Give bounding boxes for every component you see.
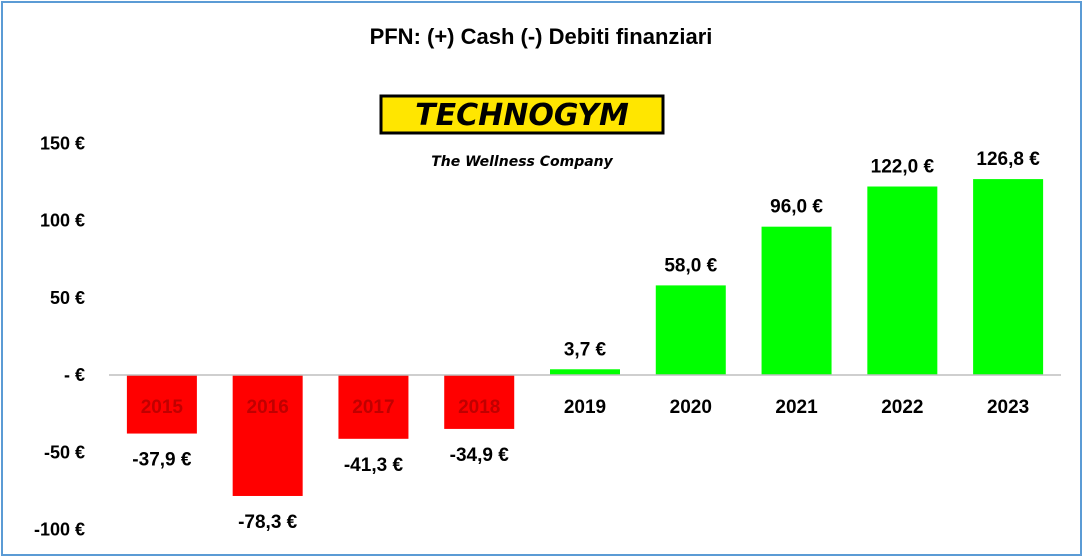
- category-label: 2019: [564, 397, 606, 418]
- category-label: 2016: [247, 397, 289, 418]
- category-label: 2022: [881, 397, 923, 418]
- value-label: -78,3 €: [238, 512, 298, 533]
- logo-tagline: The Wellness Company: [431, 154, 613, 170]
- bars: [126, 179, 1044, 496]
- value-label: 122,0 €: [871, 157, 935, 178]
- bar-2016: [232, 375, 303, 496]
- bar-2018: [444, 375, 515, 429]
- value-label: 126,8 €: [976, 149, 1040, 170]
- category-label: 2020: [670, 397, 712, 418]
- value-label: 58,0 €: [664, 255, 717, 276]
- category-label: 2023: [987, 397, 1029, 418]
- chart: PFN: (+) Cash (-) Debiti finanziari TECH…: [34, 24, 1061, 540]
- bar-2015: [126, 375, 197, 434]
- value-label: -41,3 €: [344, 455, 404, 476]
- bar-2019: [550, 369, 620, 375]
- chart-title: PFN: (+) Cash (-) Debiti finanziari: [370, 24, 713, 49]
- bar-2017: [338, 375, 409, 439]
- y-tick-label: 50 €: [50, 288, 85, 308]
- bar-2021: [761, 226, 832, 375]
- value-label: 3,7 €: [564, 339, 607, 360]
- y-tick-label: - €: [64, 365, 85, 385]
- category-label: 2017: [352, 397, 394, 418]
- y-axis: 150 € 100 € 50 € - € -50 € -100 €: [34, 133, 85, 539]
- logo-brand: TECHNOGYM: [415, 98, 629, 133]
- labels: 2015 -37,9 € 2016 -78,3 € 2017 -41,3 € 2018 -34…: [132, 149, 1040, 533]
- bar-2023: [973, 179, 1044, 375]
- y-tick-label: -50 €: [44, 442, 85, 462]
- value-label: -37,9 €: [132, 450, 192, 471]
- technogym-logo: TECHNOGYM The Wellness Company: [379, 94, 665, 170]
- category-label: 2018: [458, 397, 500, 418]
- y-tick-label: 100 €: [40, 211, 85, 231]
- y-tick-label: -100 €: [34, 520, 85, 540]
- bar-2022: [867, 186, 938, 375]
- bar-2020: [655, 285, 726, 375]
- value-label: -34,9 €: [450, 445, 510, 466]
- y-tick-label: 150 €: [40, 133, 85, 153]
- category-label: 2021: [775, 397, 818, 418]
- category-label: 2015: [141, 397, 184, 418]
- value-label: 96,0 €: [770, 197, 823, 218]
